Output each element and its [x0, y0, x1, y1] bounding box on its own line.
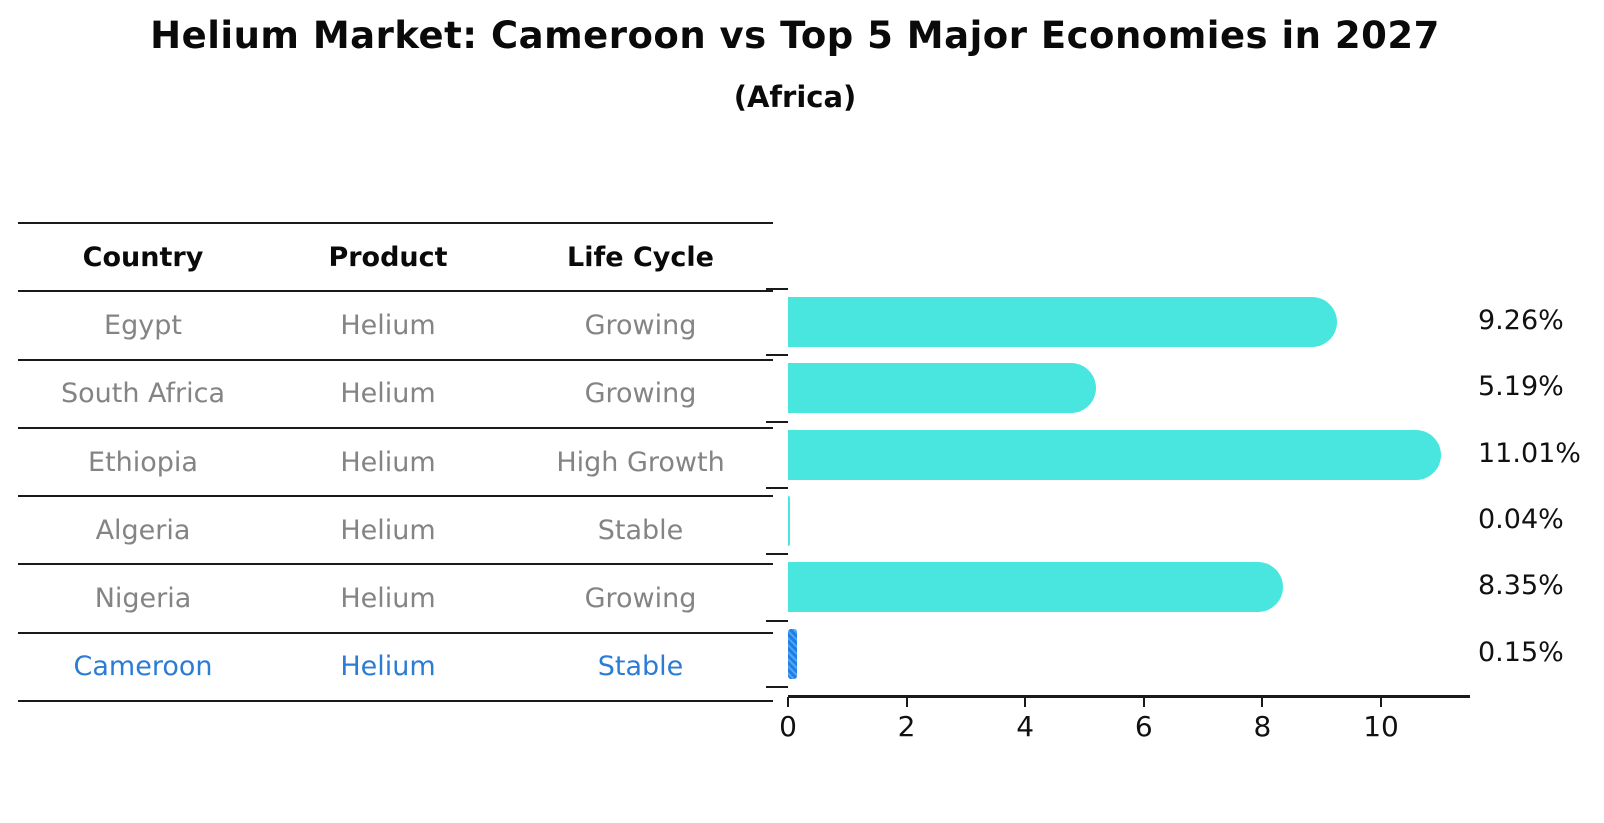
cell-country: Cameroon: [73, 651, 213, 683]
column-header-product: Product: [328, 241, 448, 273]
cell-life-cycle: Stable: [597, 651, 684, 683]
bar-plot-area: [788, 289, 1470, 695]
table-row: Egypt Helium Growing: [18, 292, 773, 361]
cell-life-cycle: Growing: [584, 583, 697, 615]
y-tick-mark: [766, 553, 788, 556]
x-tick-mark: [787, 697, 789, 707]
table-row: Cameroon Helium Stable: [18, 634, 773, 700]
chart-title: Helium Market: Cameroon vs Top 5 Major E…: [150, 14, 1440, 57]
cell-product: Helium: [340, 309, 436, 341]
country-table: Country Product Life Cycle Egypt Helium Gr…: [18, 222, 773, 703]
x-tick-mark: [1024, 697, 1027, 707]
y-tick-mark: [766, 288, 788, 290]
column-header-life-cycle: Life Cycle: [567, 241, 714, 273]
cell-product: Helium: [340, 514, 436, 546]
cell-product: Helium: [340, 446, 436, 478]
bar: [788, 429, 1441, 480]
x-tick-mark: [1142, 697, 1145, 707]
cell-country: Ethiopia: [88, 446, 198, 478]
cell-life-cycle: Growing: [584, 378, 697, 410]
bar-value-label: 9.26%: [1478, 305, 1564, 337]
x-tick-mark: [1380, 697, 1383, 707]
x-tick-mark: [1261, 697, 1264, 707]
x-axis-line: [788, 695, 1470, 698]
table-rows: Egypt Helium Growing South Africa Helium Grow…: [18, 292, 773, 700]
y-tick-mark: [766, 619, 788, 622]
x-tick-label: 10: [1363, 710, 1399, 743]
cell-country: Egypt: [104, 309, 182, 341]
x-tick-label: 2: [897, 710, 916, 743]
x-tick-mark: [905, 697, 908, 707]
table-row: Ethiopia Helium High Growth: [18, 429, 773, 498]
bar-value-label: 0.04%: [1478, 504, 1564, 536]
y-tick-mark: [766, 354, 788, 357]
column-header-country: Country: [82, 241, 204, 273]
cell-life-cycle: Stable: [597, 514, 684, 546]
y-tick-mark: [766, 486, 788, 489]
cell-country: Algeria: [95, 514, 191, 546]
x-tick-label: 4: [1016, 710, 1035, 743]
bar: [788, 297, 1338, 347]
x-tick-label: 6: [1134, 710, 1153, 743]
table-row: South Africa Helium Growing: [18, 361, 773, 429]
table-header-row: Country Product Life Cycle: [18, 224, 773, 293]
bar-value-label: 11.01%: [1478, 437, 1581, 469]
cell-country: Nigeria: [94, 583, 192, 615]
bar-highlight: [788, 628, 797, 679]
chart-subtitle: (Africa): [733, 80, 857, 114]
cell-life-cycle: High Growth: [556, 446, 725, 478]
bar-value-label: 0.15%: [1478, 636, 1564, 668]
cell-product: Helium: [340, 583, 436, 615]
cell-country: South Africa: [60, 378, 226, 410]
bar: [788, 363, 1096, 414]
x-tick-label: 8: [1253, 710, 1272, 743]
bar-value-label: 8.35%: [1478, 570, 1564, 602]
cell-product: Helium: [340, 651, 436, 683]
table-row: Algeria Helium Stable: [18, 497, 773, 566]
x-tick-label: 0: [779, 710, 797, 743]
bar-value-label: 5.19%: [1478, 371, 1564, 403]
bar: [788, 562, 1284, 613]
cell-product: Helium: [340, 378, 436, 410]
cell-life-cycle: Growing: [584, 309, 697, 341]
y-tick-mark: [766, 420, 788, 423]
y-tick-mark: [766, 685, 788, 688]
bar: [788, 495, 791, 546]
table-row: Nigeria Helium Growing: [18, 565, 773, 634]
